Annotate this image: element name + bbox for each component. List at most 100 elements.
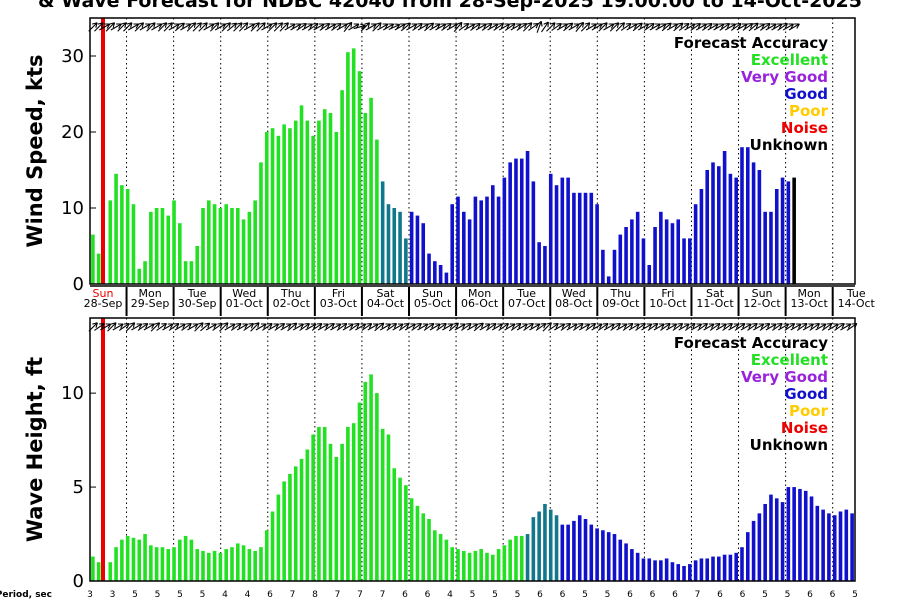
day-name: Mon (138, 287, 161, 300)
data-bar (207, 200, 211, 284)
direction-arrow (219, 322, 229, 332)
direction-arrow (292, 323, 305, 331)
data-bar (299, 105, 304, 285)
direction-arrow (747, 323, 758, 331)
data-bar (195, 549, 200, 581)
direction-arrow (536, 20, 543, 33)
direction-arrow (707, 23, 719, 31)
data-bar (496, 549, 501, 581)
day-name: Mon (468, 287, 491, 300)
data-bar (722, 151, 727, 284)
data-bar (618, 539, 623, 581)
direction-arrow (151, 23, 163, 31)
data-bar (688, 564, 692, 581)
data-bar (606, 532, 611, 581)
direction-arrow (94, 323, 105, 331)
data-bar (125, 535, 130, 581)
day-date: 03-Oct (320, 297, 358, 310)
direction-arrow (510, 23, 522, 31)
direction-arrow (163, 22, 174, 32)
period-row: Period, sec 3 3 5 5 5 5 4 4 6 7 8 7 7 7 6 6 4 5 5 5 6 6 5 5 6 6 6 7… (0, 590, 858, 600)
direction-arrow (673, 22, 684, 32)
data-bar (235, 543, 240, 581)
legend-title: Forecast Accuracy (674, 34, 828, 52)
direction-arrow (736, 23, 748, 31)
direction-arrow (168, 23, 180, 31)
direction-arrow (324, 323, 335, 331)
direction-arrow (296, 23, 307, 31)
period-value: 7 (290, 590, 296, 600)
direction-arrow (423, 323, 435, 331)
period-value: 7 (380, 590, 386, 600)
data-bar (178, 539, 182, 581)
data-bar (566, 177, 570, 284)
y-tick-label: 10 (61, 198, 84, 219)
direction-arrow (556, 23, 569, 31)
period-value: 3 (110, 590, 116, 600)
data-bar (218, 208, 223, 284)
direction-arrow (615, 22, 626, 32)
direction-arrow (360, 22, 371, 32)
data-bar (792, 177, 796, 284)
data-bar (328, 443, 333, 581)
data-bar (386, 204, 391, 284)
day-date: 04-Oct (367, 297, 405, 310)
direction-arrow (802, 323, 815, 331)
legend-item: Noise (781, 419, 828, 437)
direction-arrow (361, 323, 373, 331)
data-bar (96, 562, 101, 581)
data-bar (769, 494, 773, 581)
direction-arrow (256, 22, 266, 32)
data-bar (270, 128, 275, 284)
direction-arrow (529, 323, 541, 331)
direction-arrow (325, 23, 337, 31)
data-bar (462, 550, 466, 581)
data-bar (317, 426, 321, 581)
direction-arrow (365, 23, 377, 31)
direction-arrow (243, 23, 256, 31)
direction-arrow (535, 323, 547, 331)
data-bar (195, 246, 200, 284)
direction-arrow (398, 323, 410, 331)
legend-item: Very Good (741, 368, 828, 386)
data-bar (653, 227, 657, 284)
data-bar (386, 434, 391, 581)
direction-arrow (131, 323, 143, 331)
direction-arrow (753, 23, 766, 31)
data-bar (653, 560, 657, 581)
data-bar (769, 211, 773, 284)
current-time-marker (101, 18, 105, 284)
day-date: 12-Oct (743, 297, 781, 310)
direction-arrow (180, 23, 192, 31)
direction-arrow (724, 23, 737, 31)
data-bar (525, 534, 530, 581)
data-bar (780, 502, 785, 581)
data-bar (96, 253, 101, 284)
data-bar (670, 223, 675, 284)
y-tick-label: 30 (61, 46, 84, 67)
direction-arrow (336, 323, 348, 331)
day-strip-bg (90, 285, 855, 317)
period-value: 5 (605, 590, 611, 600)
data-bar (415, 505, 420, 581)
data-bar (659, 211, 663, 284)
direction-arrow (777, 23, 788, 31)
data-bar (120, 185, 124, 284)
day-date: 07-Oct (508, 297, 546, 310)
plot-frame (89, 317, 856, 582)
data-bar (311, 135, 315, 284)
data-bar (247, 549, 252, 581)
data-bar (166, 549, 171, 581)
day-name: Sun (752, 287, 773, 300)
direction-arrow (424, 22, 435, 32)
data-bar (241, 219, 246, 284)
data-bar (189, 539, 194, 581)
day-date: 09-Oct (602, 297, 640, 310)
data-bar (137, 539, 142, 581)
data-bar (630, 219, 634, 284)
data-bar (369, 374, 373, 581)
data-bar (705, 170, 710, 284)
direction-arrow (162, 323, 174, 331)
direction-arrow (139, 23, 151, 31)
day-name: Fri (332, 287, 345, 300)
